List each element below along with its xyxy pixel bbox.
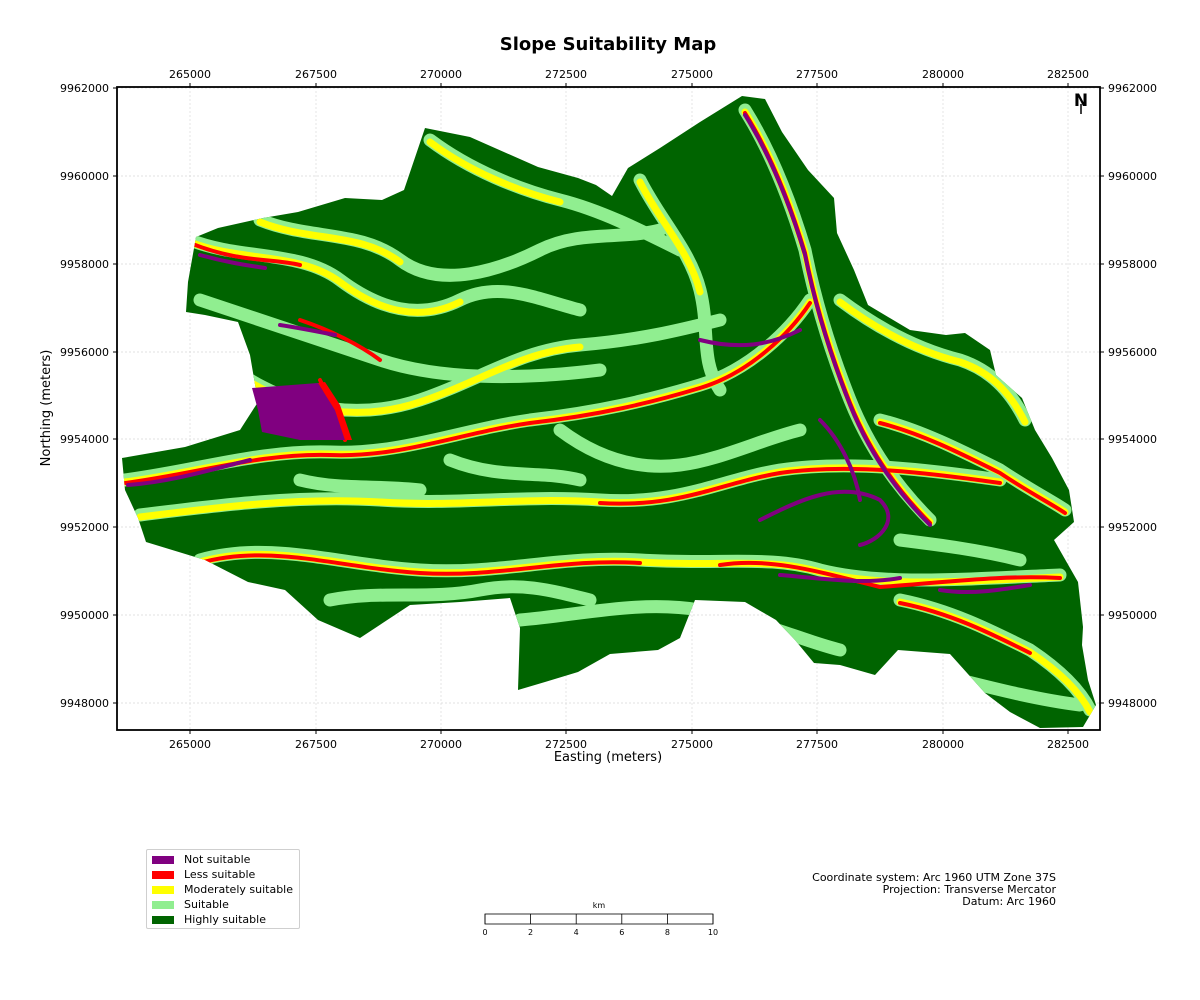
scale-bar-rect	[484, 913, 714, 925]
x-tick-label-bottom: 267500	[295, 738, 337, 751]
x-tick-label-bottom: 275000	[671, 738, 713, 751]
x-tick-label-bottom: 270000	[420, 738, 462, 751]
x-axis-ticks: 265000 265000 267500 267500 270000 270000 2725…	[169, 68, 1089, 751]
y-tick-label-right: 9962000	[1108, 82, 1157, 95]
north-arrow-label: N	[1074, 91, 1088, 111]
x-tick-label-top: 277500	[796, 68, 838, 81]
scale-bar-tick-label: 10	[708, 928, 718, 937]
legend-label: Not suitable	[184, 853, 251, 866]
y-tick-label-left: 9948000	[60, 697, 109, 710]
x-tick-label-bottom: 282500	[1047, 738, 1089, 751]
not-suitable-class-bands	[126, 113, 1032, 595]
x-tick-label-top: 270000	[420, 68, 462, 81]
scale-bar: km 0 2 4 6 8 10	[482, 901, 718, 937]
legend-label: Highly suitable	[184, 913, 266, 926]
y-tick-label-right: 9958000	[1108, 258, 1157, 271]
y-tick-label-left: 9952000	[60, 521, 109, 534]
y-tick-label-right: 9950000	[1108, 609, 1157, 622]
y-tick-label-left: 9950000	[60, 609, 109, 622]
legend-item-less-suitable: Less suitable	[152, 867, 255, 882]
x-tick-label-top: 275000	[671, 68, 713, 81]
x-tick-label-bottom: 280000	[922, 738, 964, 751]
x-tick-label-bottom: 265000	[169, 738, 211, 751]
legend-item-moderately-suitable: Moderately suitable	[152, 882, 293, 897]
x-tick-label-top: 282500	[1047, 68, 1089, 81]
legend-swatch	[152, 915, 174, 924]
scale-bar-tick-label: 4	[574, 928, 579, 937]
y-tick-label-right: 9954000	[1108, 433, 1157, 446]
datum-text: Datum: Arc 1960	[962, 895, 1056, 908]
legend-label: Moderately suitable	[184, 883, 293, 896]
legend: Not suitable Less suitable Moderately su…	[146, 849, 300, 929]
x-tick-label-top: 265000	[169, 68, 211, 81]
y-axis-label: Northing (meters)	[39, 350, 54, 467]
y-tick-label-right: 9948000	[1108, 697, 1157, 710]
y-tick-label-right: 9960000	[1108, 170, 1157, 183]
coordinate-info: Coordinate system: Arc 1960 UTM Zone 37S…	[812, 872, 1056, 908]
x-tick-label-top: 280000	[922, 68, 964, 81]
y-tick-label-right: 9952000	[1108, 521, 1157, 534]
legend-swatch	[152, 870, 174, 879]
scale-bar-unit: km	[593, 901, 606, 910]
coordinate-system-text: Coordinate system: Arc 1960 UTM Zone 37S	[812, 871, 1056, 884]
x-tick-label-bottom: 277500	[796, 738, 838, 751]
less-suitable-block-edge	[318, 382, 352, 440]
suitability-raster	[122, 96, 1096, 728]
scale-bar-tick-label: 2	[528, 928, 533, 937]
y-tick-label-left: 9956000	[60, 346, 109, 359]
scale-bar-tick-label: 6	[619, 928, 624, 937]
north-arrow: N	[1074, 91, 1088, 114]
projection-text: Projection: Transverse Mercator	[882, 883, 1056, 896]
legend-swatch	[152, 855, 174, 864]
y-tick-label-left: 9960000	[60, 170, 109, 183]
map-title: Slope Suitability Map	[500, 34, 717, 55]
scale-bar-tick-label: 0	[482, 928, 487, 937]
y-axis-ticks: 9962000 9962000 9960000 9960000 9958000 99580…	[60, 82, 1157, 710]
x-tick-label-bottom: 272500	[545, 738, 587, 751]
legend-item-highly-suitable: Highly suitable	[152, 912, 266, 927]
scale-bar-tick-label: 8	[665, 928, 670, 937]
legend-label: Suitable	[184, 898, 229, 911]
not-suitable-block	[252, 383, 345, 440]
y-tick-label-left: 9962000	[60, 82, 109, 95]
legend-item-not-suitable: Not suitable	[152, 852, 250, 867]
x-axis-label: Easting (meters)	[554, 750, 662, 765]
x-tick-label-top: 272500	[545, 68, 587, 81]
legend-swatch	[152, 900, 174, 909]
x-tick-label-top: 267500	[295, 68, 337, 81]
y-tick-label-right: 9956000	[1108, 346, 1157, 359]
legend-swatch	[152, 885, 174, 894]
map-frame	[116, 86, 1101, 731]
y-tick-label-left: 9958000	[60, 258, 109, 271]
legend-label: Less suitable	[184, 868, 256, 881]
legend-item-suitable: Suitable	[152, 897, 229, 912]
y-tick-label-left: 9954000	[60, 433, 109, 446]
